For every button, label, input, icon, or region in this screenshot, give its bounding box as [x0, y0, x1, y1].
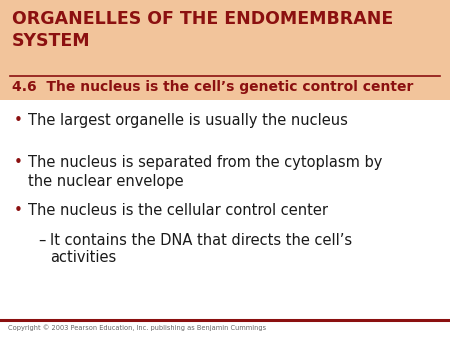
Text: The largest organelle is usually the nucleus: The largest organelle is usually the nuc… [28, 113, 348, 128]
Text: •: • [14, 113, 23, 128]
Text: ORGANELLES OF THE ENDOMEMBRANE
SYSTEM: ORGANELLES OF THE ENDOMEMBRANE SYSTEM [12, 10, 393, 49]
Text: activities: activities [50, 250, 116, 265]
Text: The nucleus is the cellular control center: The nucleus is the cellular control cent… [28, 203, 328, 218]
Text: •: • [14, 203, 23, 218]
Text: The nucleus is separated from the cytoplasm by
the nuclear envelope: The nucleus is separated from the cytopl… [28, 155, 382, 189]
Text: 4.6  The nucleus is the cell’s genetic control center: 4.6 The nucleus is the cell’s genetic co… [12, 80, 414, 94]
Text: •: • [14, 155, 23, 170]
Text: It contains the DNA that directs the cell’s: It contains the DNA that directs the cel… [50, 233, 352, 248]
Text: –: – [38, 233, 45, 248]
Text: Copyright © 2003 Pearson Education, Inc. publishing as Benjamin Cummings: Copyright © 2003 Pearson Education, Inc.… [8, 324, 266, 331]
Bar [0, 0, 450, 100]
